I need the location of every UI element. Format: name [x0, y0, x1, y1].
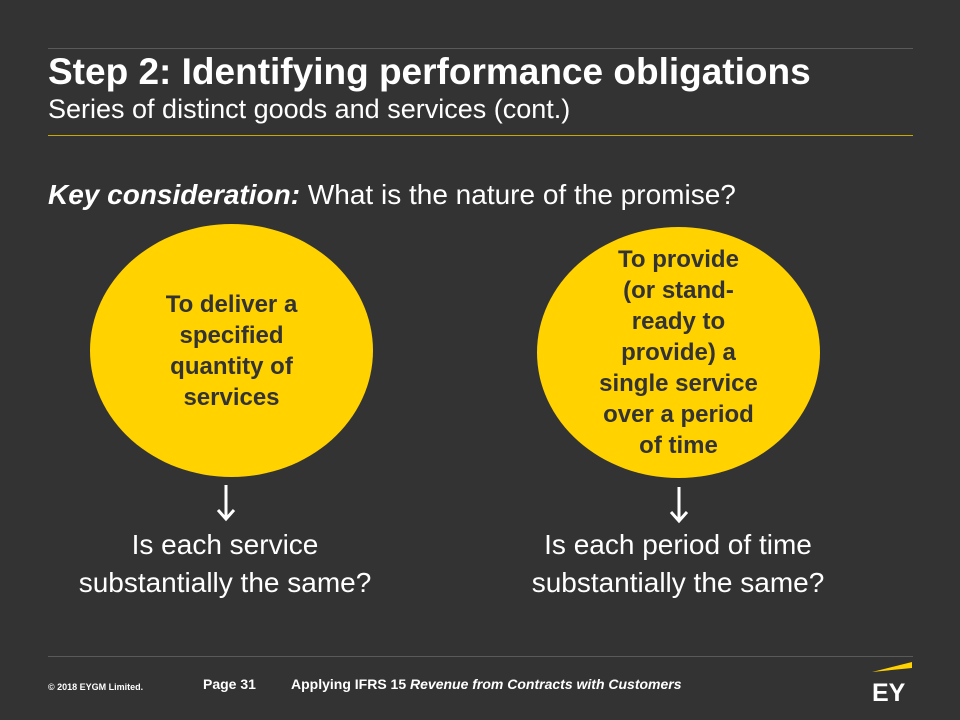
left-circle: To deliver a specified quantity of servi…	[90, 224, 373, 477]
key-consideration-text: What is the nature of the promise?	[300, 179, 736, 210]
right-circle-text: To provide (or stand- ready to provide) …	[599, 246, 758, 459]
title-divider	[48, 135, 913, 136]
footer-document-italic: Revenue from Contracts with Customers	[410, 676, 682, 692]
right-down-arrow-icon	[669, 487, 689, 524]
ey-logo-text: EY	[872, 679, 906, 704]
top-divider	[48, 48, 913, 49]
right-question: Is each period of time substantially the…	[531, 529, 825, 598]
ey-logo: EY	[872, 662, 912, 704]
key-consideration: Key consideration: What is the nature of…	[48, 177, 736, 213]
key-consideration-label: Key consideration:	[48, 179, 301, 210]
slide-title: Step 2: Identifying performance obligati…	[48, 51, 811, 92]
right-circle: To provide (or stand- ready to provide) …	[537, 227, 820, 478]
footer-page-number: Page 31	[203, 676, 256, 692]
slide-subtitle: Series of distinct goods and services (c…	[48, 94, 571, 124]
footer-divider	[48, 656, 913, 657]
left-question: Is each service substantially the same?	[78, 529, 372, 598]
footer-document-title: Applying IFRS 15 Revenue from Contracts …	[291, 676, 682, 692]
footer-document-prefix: Applying IFRS 15	[291, 676, 411, 692]
left-circle-text: To deliver a specified quantity of servi…	[165, 290, 298, 411]
left-down-arrow-icon	[216, 485, 236, 522]
footer-copyright: © 2018 EYGM Limited.	[48, 682, 144, 692]
